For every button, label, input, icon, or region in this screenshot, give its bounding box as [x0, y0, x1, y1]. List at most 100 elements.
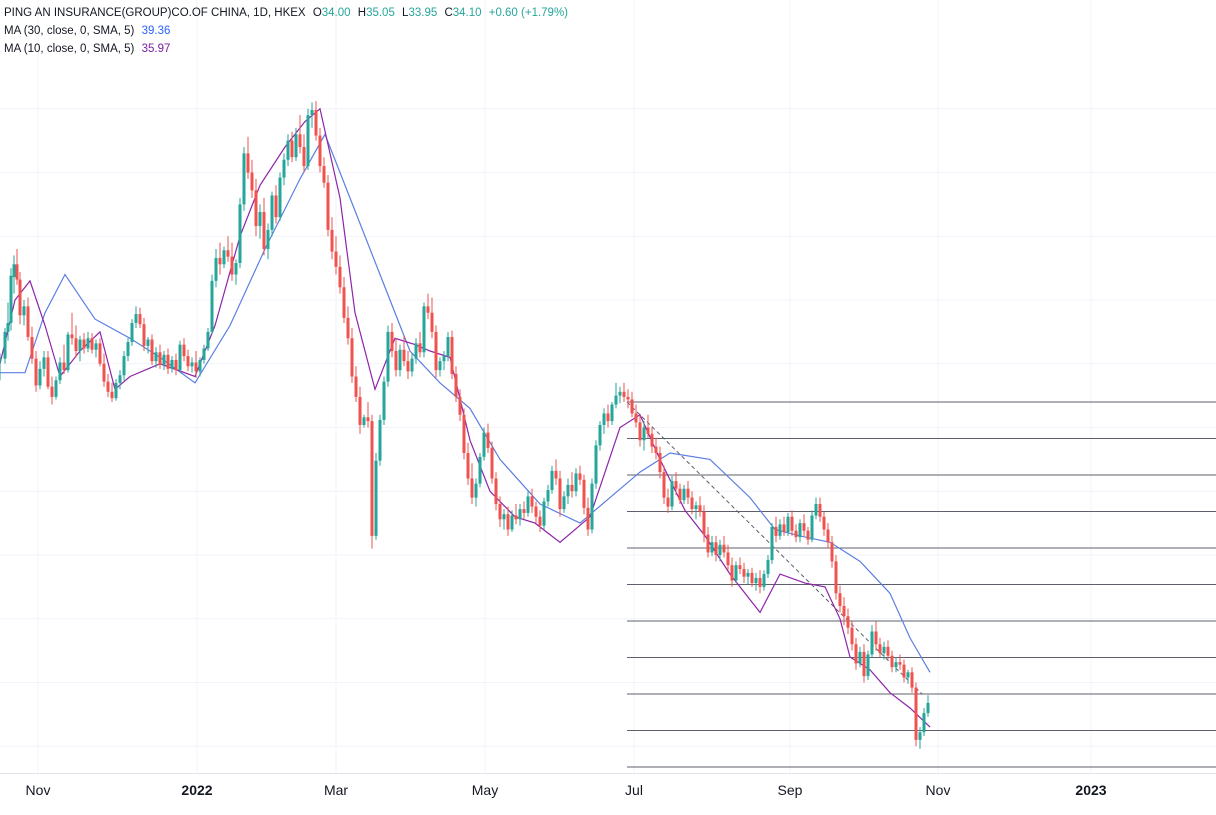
candle [466, 442, 470, 485]
candle [386, 325, 390, 387]
candle-body [914, 687, 918, 740]
candle [126, 338, 130, 362]
ma10-row[interactable]: MA (10, close, 0, SMA, 5) 35.97 [4, 40, 568, 58]
candle-body [618, 391, 622, 396]
candle [266, 223, 270, 260]
candle [390, 322, 394, 358]
candle-body [118, 375, 122, 383]
candle [818, 497, 822, 522]
candle [438, 357, 442, 377]
fib-retracement[interactable] [626, 401, 1216, 768]
candle-body [626, 396, 630, 400]
candle [138, 307, 142, 329]
candle-body [338, 266, 342, 288]
x-axis-line [0, 773, 1216, 774]
candle [306, 108, 310, 170]
candle-body [286, 140, 290, 160]
candle [462, 408, 466, 460]
candle [718, 539, 722, 562]
candle [746, 569, 750, 585]
candle-body [470, 478, 474, 498]
symbol-title[interactable]: PING AN INSURANCE(GROUP)CO.OF CHINA, 1D,… [4, 7, 306, 19]
open-label: O [312, 7, 322, 19]
candle-body [814, 504, 818, 516]
candle [154, 347, 158, 368]
candle [334, 236, 338, 275]
candle [58, 357, 62, 385]
candle-body [106, 381, 110, 392]
candle [118, 370, 122, 390]
candle [378, 414, 382, 466]
candle [6, 302, 10, 341]
candle-body [878, 644, 882, 654]
x-tick-label: Nov [925, 782, 951, 798]
candle [702, 505, 706, 543]
candle-body [138, 314, 142, 325]
candle-body [378, 419, 382, 461]
candle [794, 524, 798, 543]
candle-body [406, 361, 410, 372]
candle [442, 351, 446, 371]
candle [886, 640, 890, 660]
candle-body [678, 488, 682, 501]
candle-body [890, 655, 894, 668]
candle-body [594, 445, 598, 484]
candle-body [518, 509, 522, 520]
candle [554, 459, 558, 485]
candle [694, 501, 698, 520]
candle [158, 344, 162, 369]
x-tick-label: Nov [25, 782, 51, 798]
ma30-row[interactable]: MA (30, close, 0, SMA, 5) 39.36 [4, 22, 568, 40]
candle [346, 306, 350, 345]
candle [778, 519, 782, 540]
candle-body [774, 526, 778, 536]
candle-body [770, 526, 774, 561]
candle [542, 497, 546, 530]
candle [394, 338, 398, 377]
candle-body [326, 182, 330, 230]
candle-body [270, 195, 274, 230]
candle-body [854, 644, 858, 664]
candle-body [570, 484, 574, 492]
candle [210, 274, 214, 335]
candle-body [702, 511, 706, 535]
candle-body [206, 331, 210, 349]
candle-body [490, 447, 494, 479]
candle [238, 198, 242, 269]
candle-body [178, 344, 182, 371]
candle-body [790, 516, 794, 531]
low-label: L [402, 7, 409, 19]
candle [878, 637, 882, 657]
candle-body [466, 453, 470, 479]
candle [66, 331, 70, 373]
candle [350, 328, 354, 383]
candle [842, 597, 846, 626]
candle-body [358, 396, 362, 425]
candle-body [894, 662, 898, 668]
candle-body [50, 386, 54, 397]
candle [98, 338, 102, 367]
candle-body [766, 560, 770, 575]
candle [918, 727, 922, 749]
candle [50, 376, 54, 405]
candle [454, 366, 458, 402]
candle-body [502, 514, 506, 520]
candle-body [46, 357, 50, 387]
candle [606, 404, 610, 428]
candle [310, 102, 314, 128]
candle [38, 361, 42, 390]
candle [34, 351, 38, 392]
candle-body [670, 481, 674, 507]
candle [790, 510, 794, 536]
candle [838, 585, 842, 613]
candle-body [642, 427, 646, 441]
candle-body [562, 496, 566, 510]
candle [406, 351, 410, 380]
candle [170, 356, 174, 373]
candle-body [382, 381, 386, 420]
candle-body [838, 593, 842, 606]
candle-body [578, 473, 582, 480]
candle [358, 386, 362, 434]
